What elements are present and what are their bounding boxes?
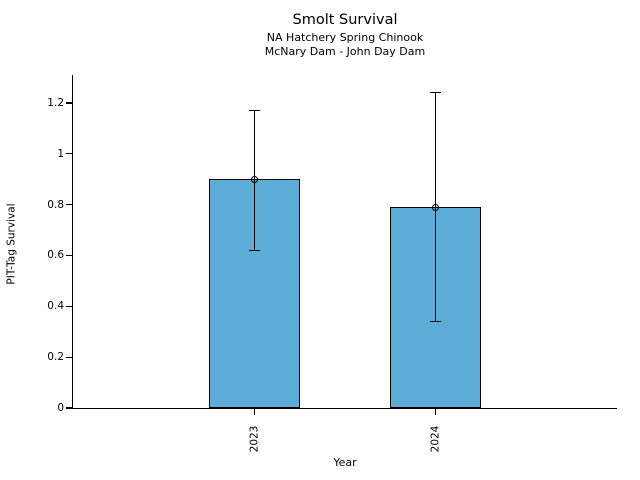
y-tick-label: 0.2	[47, 351, 64, 364]
y-tick-label: 1	[57, 147, 64, 160]
error-cap-bottom	[430, 320, 442, 323]
x-axis-spine	[71, 408, 617, 410]
data-point-marker	[432, 203, 440, 211]
y-tick-label: 0.4	[47, 300, 64, 313]
y-tick	[65, 254, 72, 257]
y-tick	[65, 356, 72, 358]
y-axis-spine	[71, 75, 73, 410]
x-tick-label: 2024	[416, 420, 456, 458]
x-axis-label: Year	[333, 456, 357, 469]
data-point-marker	[250, 175, 258, 183]
y-tick-label: 0.8	[47, 198, 64, 211]
y-tick-label: 0	[57, 402, 64, 414]
y-tick	[65, 204, 72, 206]
x-tick-label: 2023	[234, 420, 274, 458]
y-tick	[65, 305, 72, 308]
x-tick-label-text: 2023	[248, 425, 261, 453]
y-tick-label: 0.6	[47, 249, 64, 262]
error-cap-top	[248, 109, 260, 112]
y-tick	[65, 153, 72, 155]
x-tick	[435, 409, 437, 416]
y-tick	[65, 102, 72, 104]
chart-subtitle-line-2: McNary Dam - John Day Dam	[264, 45, 426, 58]
x-tick	[253, 409, 255, 416]
x-tick-label-text: 2024	[429, 425, 442, 453]
chart-title: Smolt Survival	[292, 12, 398, 28]
error-cap-top	[430, 92, 442, 94]
chart-subtitle-line-1: NA Hatchery Spring Chinook	[266, 31, 424, 44]
y-tick-label: 1.2	[47, 96, 64, 109]
y-tick	[65, 407, 72, 409]
error-cap-bottom	[248, 249, 260, 252]
